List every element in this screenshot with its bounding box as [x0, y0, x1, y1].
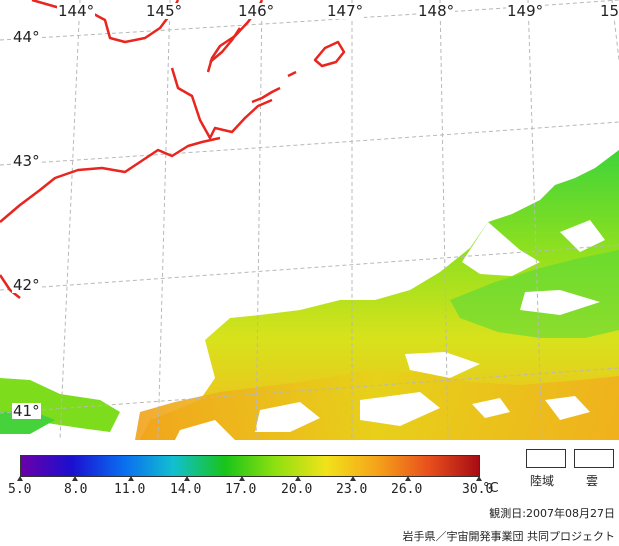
colorbar-tick-label: 30.0 [462, 482, 494, 497]
graticule [0, 0, 619, 440]
lat-label-42: 42° [12, 276, 41, 294]
lat-label-44: 44° [12, 28, 41, 46]
lat-label-41: 41° [12, 402, 41, 420]
temperature-colorbar [20, 455, 480, 477]
colorbar-tick-label: 20.0 [281, 482, 313, 497]
colorbar-tick [128, 476, 134, 481]
lat-label-43: 43° [12, 152, 41, 170]
lon-label-150: 15 [599, 2, 619, 20]
credit-text: 岩手県／宇宙開発事業団 共同プロジェクト [402, 530, 616, 543]
colorbar-tick [295, 476, 301, 481]
colorbar-tick-label: 8.0 [64, 482, 88, 497]
map-panel [0, 0, 619, 440]
colorbar-tick [476, 476, 482, 481]
colorbar-tick-label: 11.0 [114, 482, 146, 497]
colorbar-tick-label: 5.0 [8, 482, 32, 497]
lon-label-146: 146° [237, 2, 276, 20]
colorbar-tick [17, 476, 23, 481]
colorbar-tick-label: 14.0 [170, 482, 202, 497]
coastline [0, 0, 346, 299]
land-legend-swatch [526, 449, 566, 468]
observation-date: 観測日:2007年08月27日 [489, 507, 615, 520]
lon-label-145: 145° [145, 2, 184, 20]
cloud-mask [175, 220, 605, 440]
colorbar-tick-label: 26.0 [391, 482, 423, 497]
colorbar-unit: °C [483, 481, 499, 496]
colorbar-tick [350, 476, 356, 481]
colorbar-tick [72, 476, 78, 481]
cloud-legend-label: 雲 [586, 474, 599, 488]
lon-label-147: 147° [326, 2, 365, 20]
land-legend-label: 陸域 [530, 474, 555, 488]
colorbar-tick [405, 476, 411, 481]
colorbar-tick-label: 23.0 [336, 482, 368, 497]
colorbar-tick-label: 17.0 [225, 482, 257, 497]
lon-label-144: 144° [57, 2, 96, 20]
cloud-legend-swatch [574, 449, 614, 468]
lon-label-149: 149° [506, 2, 545, 20]
lon-label-148: 148° [417, 2, 456, 20]
colorbar-tick [239, 476, 245, 481]
colorbar-tick [184, 476, 190, 481]
